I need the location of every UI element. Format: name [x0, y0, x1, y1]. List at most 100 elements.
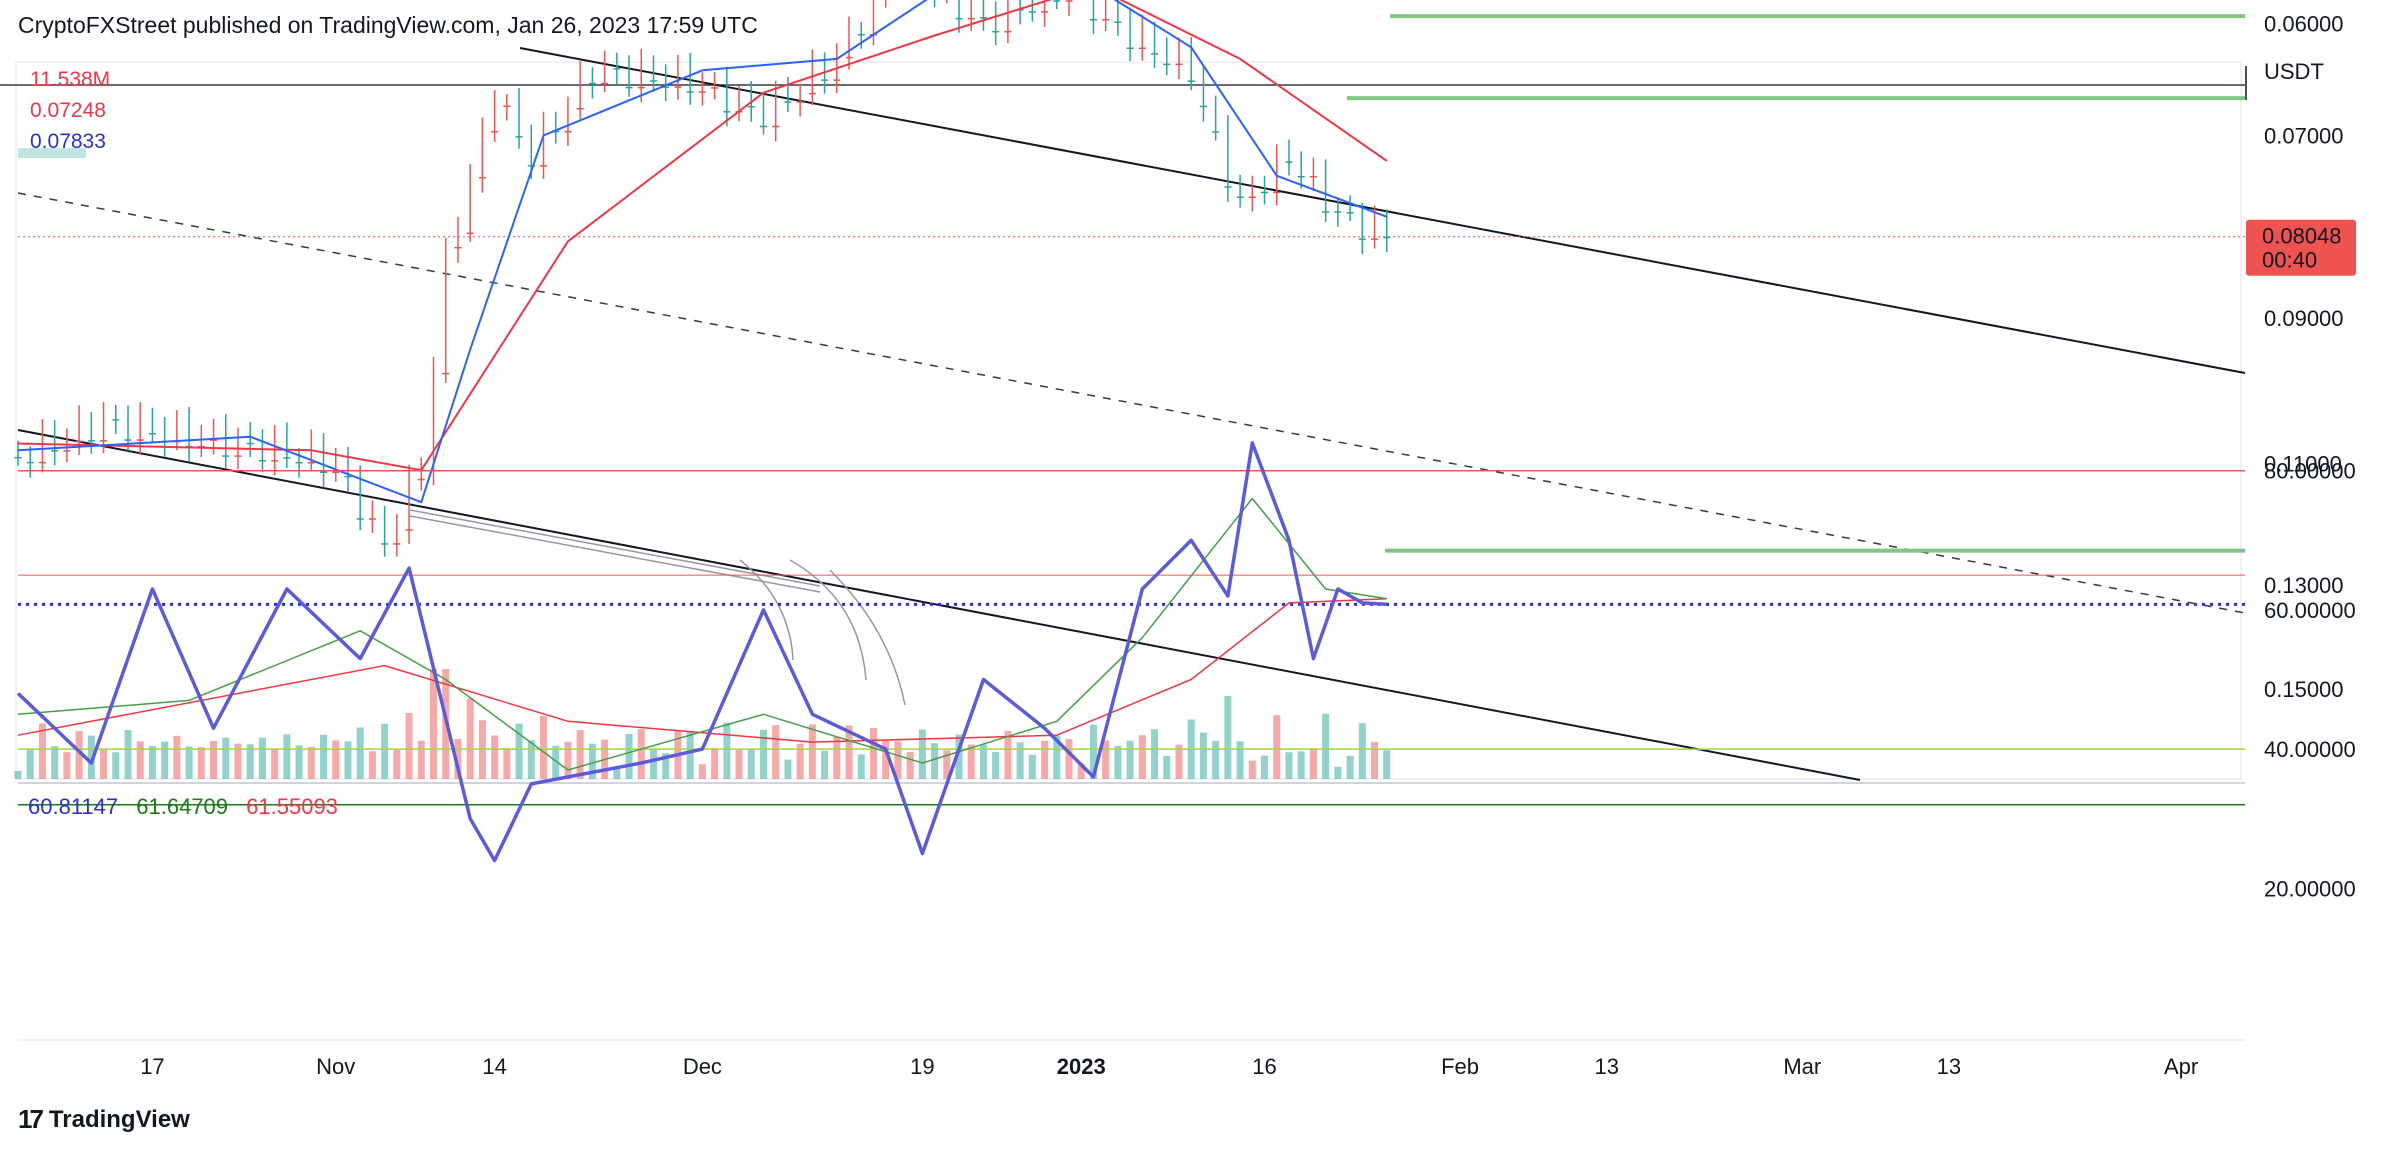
candle-body	[686, 91, 694, 93]
candle-body	[1371, 238, 1379, 240]
candle-body	[1248, 196, 1256, 199]
volume-bar	[503, 747, 511, 779]
volume-bar	[515, 723, 523, 779]
volume-bar	[931, 743, 939, 779]
rsi-legend: 60.81147 61.64709 61.55093	[28, 794, 350, 820]
volume-bar	[75, 731, 83, 779]
date-tick-label: 14	[482, 1054, 506, 1079]
candle-body	[271, 460, 279, 462]
candle-body	[698, 91, 706, 93]
volume-bar	[833, 736, 841, 779]
volume-bar	[332, 740, 340, 779]
volume-bar	[491, 735, 499, 779]
volume-bar	[1334, 766, 1342, 779]
candle-body	[197, 445, 205, 448]
candle-body	[796, 101, 804, 103]
candle-body	[1236, 196, 1244, 199]
volume-bar	[1309, 748, 1317, 779]
candle-body	[320, 471, 328, 474]
candle-body	[1163, 63, 1171, 66]
date-tick-label: Apr	[2164, 1054, 2198, 1079]
candle-body	[38, 461, 46, 464]
volume-bar	[1236, 741, 1244, 779]
price-tick-label: 0.06000	[2264, 11, 2344, 36]
candle-body	[625, 86, 633, 89]
candle-body	[552, 130, 560, 133]
volume-bar	[723, 722, 731, 779]
volume-bar	[1248, 760, 1256, 779]
candle-body	[1224, 186, 1232, 188]
volume-bar	[576, 730, 584, 779]
volume-bar	[784, 759, 792, 779]
candle-body	[979, 17, 987, 19]
candle-body	[356, 518, 364, 520]
candle-body	[1138, 47, 1146, 50]
candle-body	[246, 442, 254, 445]
volume-bar	[711, 747, 719, 779]
tradingview-footer[interactable]: 17 TradingView	[18, 1104, 190, 1135]
candle-body	[112, 419, 120, 421]
volume-bar	[1175, 744, 1183, 779]
candle-body	[1334, 211, 1342, 213]
rsi-tick-label: 40.00000	[2264, 737, 2356, 762]
legend-volume: 11.538M	[30, 68, 111, 91]
volume-bar	[197, 747, 205, 779]
volume-bar	[1199, 732, 1207, 779]
ma-red-line	[17, 0, 1388, 472]
candle-body	[1175, 63, 1183, 66]
volume-bar	[1138, 735, 1146, 779]
volume-bar	[1261, 755, 1269, 779]
price-tick-label: 0.11000	[2264, 452, 2342, 477]
candle-body	[503, 105, 511, 107]
volume-bar	[405, 712, 413, 779]
candle-body	[1273, 191, 1281, 194]
volume-bar	[222, 737, 230, 779]
volume-bar	[906, 751, 914, 779]
date-tick-label: 13	[1937, 1054, 1961, 1079]
date-tick-label: 13	[1594, 1054, 1618, 1079]
volume-bar	[63, 752, 71, 779]
candle-body	[1199, 105, 1207, 108]
rsi-tick-label: 20.00000	[2264, 876, 2356, 901]
candle-body	[368, 518, 376, 520]
volume-bar	[26, 749, 34, 779]
rsi-value-3: 61.55093	[246, 794, 338, 819]
candle-body	[1187, 80, 1195, 82]
candle-body	[527, 165, 535, 167]
candle-body	[1261, 191, 1269, 194]
candle-body	[75, 440, 83, 443]
candle-body	[1102, 18, 1110, 21]
currency-label: USDT	[2264, 59, 2324, 84]
volume-bar	[552, 745, 560, 779]
candle-body	[747, 106, 755, 108]
candle-body	[14, 456, 22, 459]
candle-body	[393, 543, 401, 545]
volume-bar	[1089, 724, 1097, 779]
volume-bar	[356, 727, 364, 779]
rsi-line	[16, 441, 1387, 863]
volume-bar	[136, 741, 144, 779]
volume-bar	[1004, 730, 1012, 779]
volume-bar	[735, 750, 743, 779]
volume-bar	[1077, 763, 1085, 779]
candle-body	[1383, 236, 1391, 239]
candle-body	[857, 33, 865, 36]
candle-body	[344, 475, 352, 478]
candle-body	[63, 450, 71, 452]
rsi-value-1: 60.81147	[28, 794, 119, 819]
volume-bar	[430, 669, 438, 779]
candle-body	[821, 79, 829, 81]
candle-body	[1028, 11, 1036, 13]
candle-body	[148, 432, 156, 435]
date-tick-label: Nov	[316, 1054, 355, 1079]
volume-bar	[454, 739, 462, 779]
price-tick-label: 0.07000	[2264, 123, 2344, 148]
volume-bar	[173, 735, 181, 779]
legend-ma-red: 0.07248	[30, 99, 106, 122]
volume-bar	[381, 723, 389, 779]
volume-bar	[295, 745, 303, 779]
rsi-value-2: 61.64709	[136, 794, 229, 819]
candle-body	[759, 125, 767, 128]
volume-bar	[821, 750, 829, 779]
volume-bar	[894, 741, 902, 779]
